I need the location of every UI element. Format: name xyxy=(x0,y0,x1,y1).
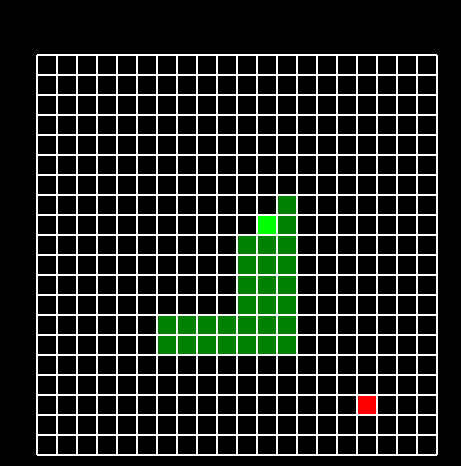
snake-body-segment xyxy=(277,335,297,355)
snake-body-segment xyxy=(257,255,277,275)
snake-body-segment xyxy=(277,295,297,315)
snake-body-segment xyxy=(257,295,277,315)
snake-body-segment xyxy=(277,195,297,215)
snake-body-segment xyxy=(197,315,217,335)
snake-body-segment xyxy=(277,215,297,235)
snake-body-segment xyxy=(237,235,257,255)
snake-body-segment xyxy=(237,275,257,295)
food-item xyxy=(357,395,377,415)
board-grid xyxy=(35,53,439,457)
snake-body-segment xyxy=(277,315,297,335)
snake-body-segment xyxy=(237,335,257,355)
snake-body-segment xyxy=(257,335,277,355)
snake-body-segment xyxy=(257,235,277,255)
snake-body-segment xyxy=(197,335,217,355)
snake-body-segment xyxy=(237,295,257,315)
snake-body-segment xyxy=(217,335,237,355)
snake-body-segment xyxy=(177,335,197,355)
snake-body-segment xyxy=(217,315,237,335)
snake-body-segment xyxy=(157,315,177,335)
snake-body-segment xyxy=(237,255,257,275)
snake-body-segment xyxy=(157,335,177,355)
snake-body-segment xyxy=(277,235,297,255)
snake-body-segment xyxy=(257,275,277,295)
snake-body-segment xyxy=(257,315,277,335)
snake-body-segment xyxy=(277,275,297,295)
snake-body-segment xyxy=(177,315,197,335)
snake-body-segment xyxy=(237,315,257,335)
snake-body-segment xyxy=(277,255,297,275)
game-board xyxy=(35,53,439,457)
snake-head xyxy=(257,215,277,235)
